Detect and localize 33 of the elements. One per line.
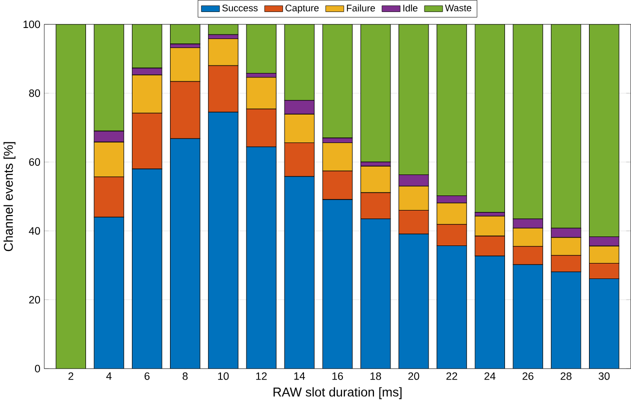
- x-tick-label: 30: [598, 372, 610, 380]
- bar: [322, 24, 353, 138]
- x-tick-label: 16: [332, 372, 343, 380]
- bar: [208, 24, 238, 36]
- legend-label: Success: [222, 4, 258, 12]
- legend-label: Capture: [286, 4, 319, 14]
- legend-label: Idle: [403, 4, 418, 12]
- x-tick-label: 18: [370, 372, 382, 380]
- y-tick-label: 20: [29, 296, 40, 304]
- y-tick-label: 40: [28, 227, 40, 235]
- x-tick-label: 12: [256, 372, 267, 380]
- x-axis-title: RAW slot duration [ms]: [274, 387, 402, 400]
- y-tick-label: 100: [24, 20, 40, 28]
- x-tick-label: 24: [484, 372, 496, 380]
- x-tick-label: 10: [218, 372, 229, 380]
- legend-label: Waste: [445, 4, 472, 12]
- x-tick-label: 6: [144, 372, 150, 380]
- x-tick-label: 4: [106, 372, 112, 380]
- y-tick-label: 80: [29, 90, 40, 98]
- y-axis-title: Channel events [%]: [4, 142, 16, 252]
- bar: [56, 24, 86, 369]
- y-tick-label: 0: [34, 365, 40, 373]
- x-tick-label: 2: [68, 372, 74, 380]
- x-tick-label: 22: [446, 372, 458, 380]
- x-tick-label: 28: [560, 372, 572, 380]
- x-tick-label: 8: [182, 372, 188, 380]
- bar: [474, 24, 505, 213]
- x-tick-label: 14: [294, 372, 306, 380]
- bar: [170, 24, 200, 44]
- x-tick-label: 26: [522, 372, 534, 380]
- x-tick-label: 20: [408, 372, 420, 380]
- y-tick-label: 60: [29, 158, 40, 166]
- legend-label: Failure: [346, 4, 375, 12]
